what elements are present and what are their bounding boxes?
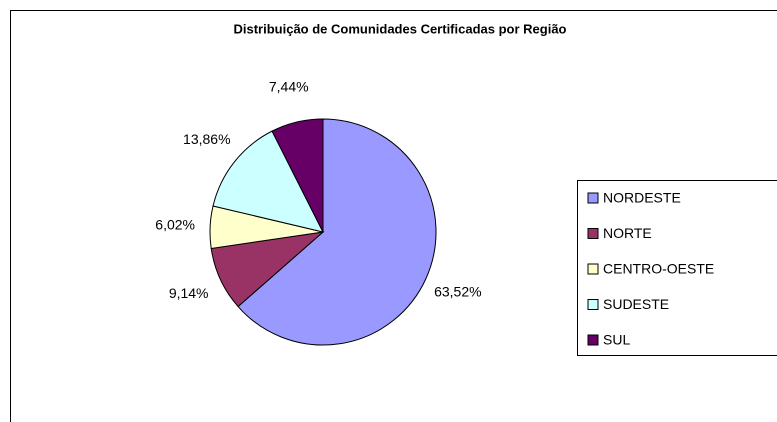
legend-label: SUDESTE	[603, 296, 669, 312]
legend-box	[577, 180, 777, 356]
legend-swatch	[587, 334, 599, 346]
legend-swatch	[587, 299, 599, 310]
legend-label: NORTE	[603, 225, 652, 241]
legend-swatch	[587, 228, 599, 239]
legend-label: SUL	[603, 332, 630, 348]
pie-slice	[271, 118, 324, 233]
chart-title: Distribuição de Comunidades Certificadas…	[233, 21, 566, 36]
legend-swatch	[587, 263, 599, 275]
legend-label: CENTRO-OESTE	[603, 261, 714, 277]
value-label: 7,44%	[269, 79, 309, 95]
legend-swatch	[587, 192, 599, 204]
value-label: 13,86%	[183, 131, 230, 147]
value-label: 63,52%	[434, 284, 481, 300]
value-label: 9,14%	[169, 285, 209, 301]
legend-label: NORDESTE	[603, 190, 681, 206]
value-label: 6,02%	[155, 216, 195, 232]
pie-slice	[212, 130, 324, 233]
pie-slice	[237, 118, 437, 346]
